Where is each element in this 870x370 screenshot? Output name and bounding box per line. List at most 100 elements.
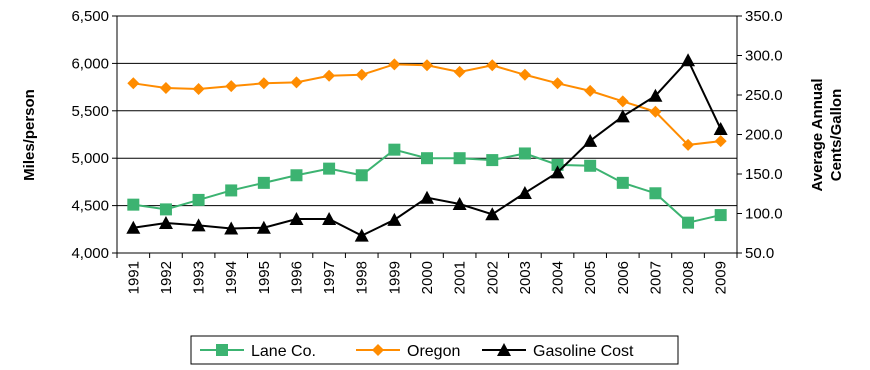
data-point	[225, 80, 238, 93]
legend-label: Oregon	[407, 343, 460, 360]
y-axis-title-right-line1: Average Annual	[809, 78, 826, 191]
data-point	[714, 209, 727, 222]
series-line	[133, 63, 721, 146]
data-point	[649, 105, 662, 118]
legend-item: Lane Co.	[200, 343, 316, 360]
data-point	[486, 154, 499, 167]
data-point	[518, 68, 531, 81]
series-lane-co	[127, 143, 727, 229]
data-point	[616, 95, 629, 108]
data-point	[485, 207, 500, 221]
data-point	[354, 228, 369, 242]
data-point	[257, 176, 270, 189]
legend-label: Lane Co.	[251, 343, 316, 360]
data-point	[256, 220, 271, 234]
x-tick-label: 2007	[647, 261, 664, 294]
data-point	[127, 198, 140, 211]
data-point	[159, 203, 172, 216]
data-point	[713, 121, 728, 135]
x-tick-label: 1992	[158, 261, 175, 294]
data-point	[126, 220, 141, 234]
data-point	[453, 65, 466, 78]
x-tick-label: 2000	[419, 261, 436, 294]
y-tick-label-right: 100.0	[745, 206, 783, 223]
data-point	[225, 184, 238, 197]
x-tick-label: 1996	[288, 261, 305, 294]
legend-box	[190, 335, 679, 365]
data-point	[322, 212, 337, 226]
data-point	[192, 82, 205, 95]
data-point	[452, 197, 467, 211]
y-tick-label-left: 4,000	[71, 245, 109, 262]
y-tick-label-left: 4,500	[71, 198, 109, 215]
y-tick-label-left: 6,500	[71, 8, 109, 25]
data-point	[616, 176, 629, 189]
series-oregon	[127, 58, 727, 151]
legend-label: Gasoline Cost	[533, 343, 634, 360]
data-point	[682, 216, 695, 229]
data-point	[127, 77, 140, 90]
data-point	[387, 212, 402, 226]
x-tick-label: 2002	[484, 261, 501, 294]
data-point	[224, 221, 239, 235]
data-point	[159, 82, 172, 95]
data-point	[517, 185, 532, 199]
x-tick-label: 1997	[321, 261, 338, 294]
x-tick-label: 2004	[550, 261, 567, 294]
legend-swatch-marker	[216, 344, 228, 356]
data-point	[682, 138, 695, 151]
data-point	[420, 190, 434, 204]
x-tick-label: 1998	[354, 261, 371, 294]
data-point	[192, 193, 205, 206]
data-point	[388, 143, 401, 156]
data-point	[681, 53, 696, 67]
x-tick-label: 2003	[517, 261, 534, 294]
x-tick-label: 1991	[125, 261, 142, 294]
y-axis-title-right-line2: Cents/Gallon	[828, 89, 845, 182]
x-tick-label: 1995	[256, 261, 273, 294]
data-point	[550, 165, 565, 179]
x-tick-label: 1999	[386, 261, 403, 294]
data-point	[355, 169, 368, 182]
y-tick-label-right: 250.0	[745, 87, 783, 104]
data-point	[191, 218, 206, 232]
legend-item: Oregon	[356, 343, 460, 360]
data-point	[158, 215, 173, 229]
x-tick-label: 2009	[713, 261, 730, 294]
x-tick-label: 1994	[223, 261, 240, 294]
series-gasoline-cost	[126, 53, 728, 242]
x-tick-label: 2006	[615, 261, 632, 294]
y-tick-label-left: 6,000	[71, 55, 109, 72]
y-tick-label-left: 5,000	[71, 150, 109, 167]
data-point	[421, 152, 433, 165]
y-tick-label-right: 300.0	[745, 48, 783, 65]
x-tick-label: 2005	[582, 261, 599, 294]
x-tick-label: 2001	[452, 261, 469, 294]
data-point	[355, 68, 368, 81]
plot-frame	[116, 15, 738, 254]
y-tick-label-right: 150.0	[745, 166, 783, 183]
data-point	[648, 88, 663, 102]
data-point	[257, 77, 270, 90]
x-tick-label: 1993	[191, 261, 208, 294]
legend-item: Gasoline Cost	[482, 343, 634, 360]
data-point	[421, 59, 433, 72]
data-point	[551, 77, 564, 90]
legend-swatch-marker	[372, 344, 384, 356]
data-point	[584, 84, 597, 97]
y-tick-label-left: 5,500	[71, 103, 109, 120]
x-tick-label: 2008	[680, 261, 697, 294]
data-point	[615, 109, 630, 123]
data-point	[290, 169, 303, 182]
legend-swatch-marker	[497, 343, 511, 356]
data-point	[486, 59, 499, 72]
data-point	[714, 135, 727, 148]
data-point	[518, 147, 531, 160]
data-point	[551, 158, 564, 171]
data-point	[323, 69, 336, 82]
data-point	[583, 133, 598, 147]
data-point	[649, 187, 662, 200]
y-tick-label-right: 50.0	[745, 245, 774, 262]
y-tick-label-right: 200.0	[745, 127, 783, 144]
